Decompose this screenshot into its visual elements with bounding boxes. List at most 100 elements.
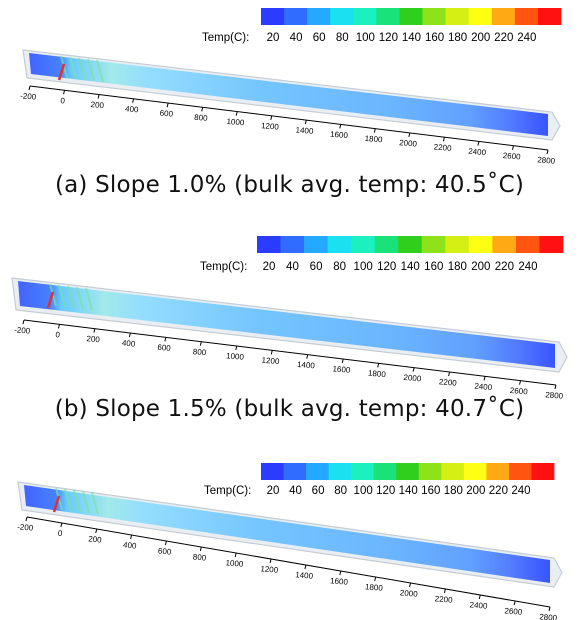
legend-swatch [486, 463, 510, 480]
axis-tick-label: 1000 [226, 117, 245, 128]
axis-tick-label: 800 [193, 347, 208, 357]
legend-label: Temp(C): [204, 485, 251, 497]
panel-c-figure: Temp(C): 20 40 60 80 100 120 140 160 180 200 220 240… [17, 463, 563, 620]
axis-tick [25, 516, 28, 522]
legend-swatch [468, 236, 493, 253]
axis-tick-label: -200 [17, 522, 34, 532]
axis-tick-label: 2200 [434, 594, 453, 605]
axis-tick [128, 332, 131, 338]
axis-tick [442, 137, 445, 142]
axis-tick-label: 1800 [364, 134, 383, 145]
axis-tick [341, 358, 344, 364]
axis-tick [409, 582, 412, 588]
temperature-field [18, 281, 555, 368]
legend-swatch [441, 463, 465, 480]
legend-value: 240 [517, 32, 536, 44]
panel-a-figure: Temp(C): 20 40 60 80 100 120 140 160 180 200 220 240… [20, 8, 562, 166]
legend-swatch [515, 236, 540, 253]
legend-swatch [280, 236, 305, 253]
inlet-marker [57, 63, 66, 81]
inlet-streak [85, 287, 93, 311]
legend-swatch [422, 8, 447, 25]
legend-value: 180 [448, 261, 467, 273]
axis-tick [304, 120, 307, 125]
axis-tick [234, 552, 237, 558]
legend-swatch [353, 8, 377, 25]
axis-tick [199, 546, 202, 552]
axis-tick [130, 534, 133, 540]
axis-tick-label: 0 [57, 529, 63, 538]
axis-tick-label: 2000 [403, 373, 422, 384]
axis-tick [519, 380, 522, 385]
distance-axis: -200 0 200 400 600 800 1000 1200 1400 1600 1800 200… [20, 85, 556, 166]
axis-tick [306, 354, 309, 359]
axis-tick [269, 558, 272, 564]
panel-b-figure: Temp(C): 20 40 60 80 100 120 140 160 180 200 220 240… [11, 236, 568, 401]
axis-tick-label: -200 [20, 91, 37, 101]
legend-value: 220 [495, 261, 514, 273]
legend-value: 120 [376, 485, 395, 497]
panel-a: Temp(C): 20 40 60 80 100 120 140 160 180 200 220 240… [0, 0, 579, 215]
legend-value: 100 [354, 261, 373, 273]
legend-swatch [304, 236, 329, 253]
axis-tick-label: 1200 [261, 356, 280, 367]
axis-tick-label: 2000 [399, 138, 418, 149]
legend-label: Temp(C): [202, 32, 249, 44]
axis-tick [548, 606, 551, 612]
axis-tick-label: 2800 [537, 155, 556, 166]
temp-legend: Temp(C): 20 40 60 80 100 120 140 160 180 200 220 240 [202, 8, 562, 44]
axis-tick [511, 145, 514, 150]
legend-value: 120 [379, 32, 398, 44]
axis-tick-label: 1600 [330, 130, 349, 141]
axis-tick [201, 107, 204, 112]
axis-tick-label: 2800 [545, 390, 564, 401]
legend-value: 40 [289, 485, 302, 497]
legend-label: Temp(C): [200, 261, 247, 273]
axis-tick-label: 2200 [433, 142, 452, 153]
axis-tick-label: 1000 [225, 558, 244, 569]
temp-legend: Temp(C): 20 40 60 80 100 120 140 160 180 200 220 240 [204, 463, 555, 497]
axis-tick [270, 115, 273, 120]
axis-tick [93, 328, 96, 333]
inlet-streak [67, 285, 75, 309]
axis-tick-label: 400 [122, 338, 137, 348]
legend-value: 180 [448, 32, 467, 44]
axis-line [26, 516, 551, 608]
axis-tick-label: 1800 [368, 369, 387, 380]
legend-value: 20 [267, 485, 280, 497]
axis-tick-label: 2400 [468, 147, 487, 158]
axis-tick-label: 600 [158, 546, 173, 556]
axis-tick [483, 376, 486, 381]
legend-swatch [306, 463, 330, 480]
axis-tick-label: 2000 [399, 588, 418, 599]
pipe-contour [11, 277, 568, 373]
legend-value: 60 [312, 485, 325, 497]
legend-value: 80 [336, 32, 349, 44]
axis-tick [478, 594, 481, 600]
axis-tick-label: -200 [14, 325, 31, 335]
pipe-contour [22, 49, 561, 141]
legend-swatch [445, 236, 470, 253]
axis-tick [374, 576, 377, 582]
axis-tick [546, 149, 549, 155]
axis-tick [235, 111, 238, 116]
legend-swatch [330, 8, 354, 25]
legend-swatch [418, 463, 442, 480]
inlet-streak [96, 59, 104, 83]
legend-value: 200 [466, 485, 485, 497]
axis-tick-label: 1400 [295, 125, 314, 136]
axis-tick-label: 1400 [297, 360, 316, 371]
legend-swatch [492, 236, 517, 253]
legend-swatch [327, 236, 352, 253]
axis-line [29, 85, 549, 151]
axis-tick-label: 2400 [474, 382, 493, 393]
legend-swatch [307, 8, 331, 25]
axis-tick-label: 1600 [332, 364, 351, 375]
legend-swatch [514, 8, 539, 25]
axis-tick [408, 132, 411, 138]
legend-value: 60 [313, 32, 326, 44]
axis-tick-label: 800 [193, 552, 208, 562]
axis-tick [339, 124, 342, 129]
legend-value: 20 [267, 32, 280, 44]
legend-value: 220 [494, 32, 513, 44]
